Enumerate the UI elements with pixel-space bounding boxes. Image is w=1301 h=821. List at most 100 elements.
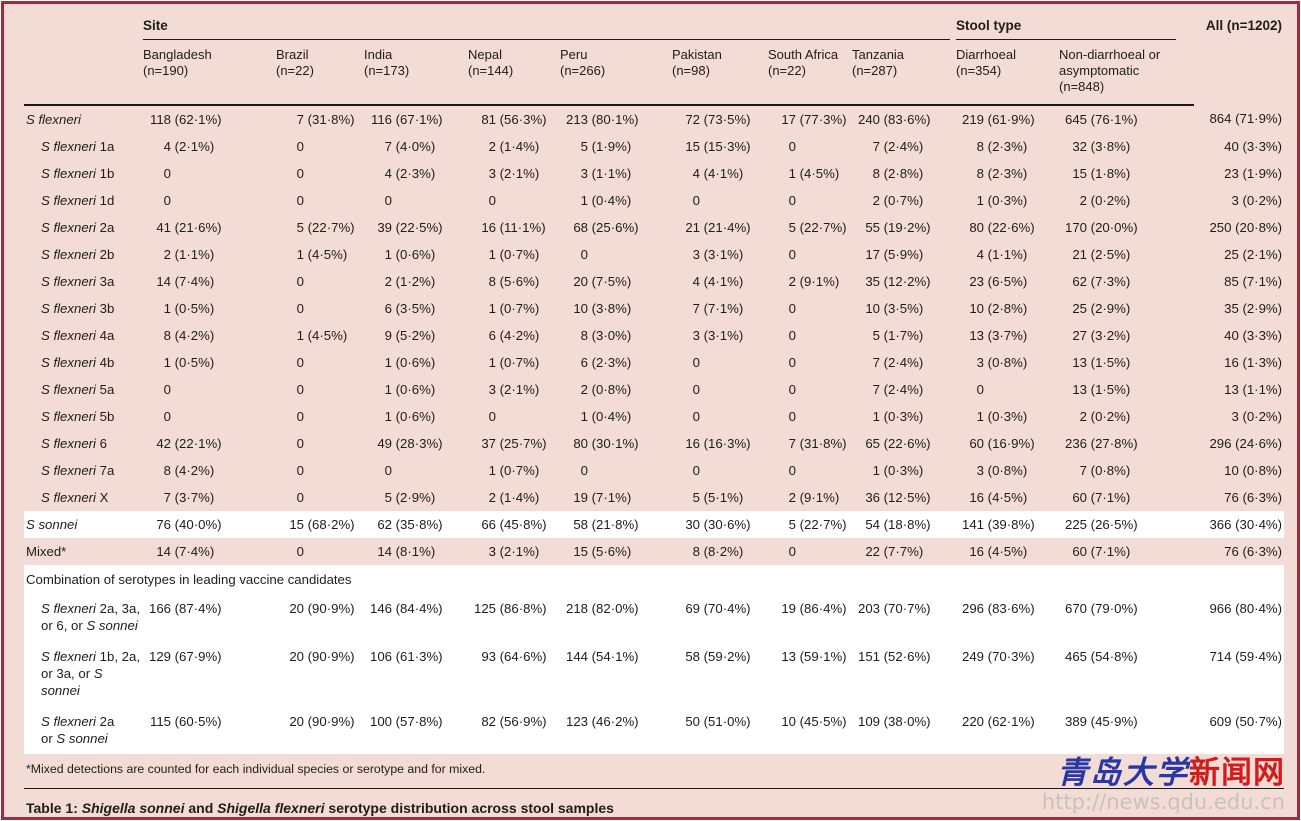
data-cell: 0	[296, 463, 304, 478]
data-cell: 4 (4·1%)	[692, 274, 744, 289]
data-cell: 240 (83·6%)	[857, 112, 931, 127]
data-cell: 4 (4·1%)	[692, 166, 744, 181]
serotype-table: Site Stool type All (n=1202) Bangladesh(…	[24, 14, 1285, 754]
data-cell: 7 (0·8%)	[1079, 463, 1131, 478]
data-cell: 13 (3·7%)	[969, 328, 1028, 343]
row-label: S flexneri 3a	[41, 274, 115, 289]
table-row: S flexneri 4b 1 (0·5%) 0 1 (0·6%) 1 (0·7%) 6 …	[24, 349, 1284, 376]
data-cell: 0	[788, 193, 796, 208]
data-cell: 80 (22·6%)	[969, 220, 1035, 235]
data-cell: 3 (0·8%)	[976, 355, 1028, 370]
column-header: South Africa (n=22)	[768, 40, 852, 106]
data-cell: 60 (7·1%)	[1072, 490, 1131, 505]
data-cell: 76 (6·3%)	[1224, 490, 1283, 505]
data-cell: 123 (46·2%)	[565, 714, 639, 729]
data-cell: 13 (1·1%)	[1224, 382, 1283, 397]
column-header: Brazil (n=22)	[276, 40, 364, 106]
row-label: S flexneri 1b	[41, 166, 115, 181]
data-cell: 0	[692, 463, 700, 478]
data-cell: 0	[296, 355, 304, 370]
data-cell: 76 (40·0%)	[156, 517, 222, 532]
table-row: S flexneri 3a 14 (7·4%) 0 2 (1·2%) 8 (5·6%) 2…	[24, 268, 1284, 295]
data-cell: 35 (2·9%)	[1224, 301, 1283, 316]
data-cell: 16 (4·5%)	[969, 544, 1028, 559]
data-cell: 13 (1·5%)	[1072, 355, 1131, 370]
data-cell: 93 (64·6%)	[481, 649, 547, 664]
data-cell: 10 (2·8%)	[969, 301, 1028, 316]
table-row: S flexneri X 7 (3·7%) 0 5 (2·9%) 2 (1·4%) 19 …	[24, 484, 1284, 511]
data-cell: 10 (0·8%)	[1224, 463, 1283, 478]
data-cell: 1 (0·3%)	[976, 409, 1028, 424]
data-cell: 0	[296, 490, 304, 505]
data-cell: 220 (62·1%)	[962, 714, 1035, 729]
data-cell: 0	[788, 301, 796, 316]
data-cell: 42 (22·1%)	[156, 436, 222, 451]
table-row: S flexneri 1d 0 0 0 0 1 (0·4%) 0 0 2 (0·7%) 1 (0·…	[24, 187, 1284, 214]
column-header: Pakistan (n=98)	[672, 40, 768, 106]
data-cell: 203 (70·7%)	[857, 601, 931, 616]
table-row: S flexneri 2a, 3a, or 6, or S sonnei 166 (…	[24, 593, 1285, 641]
data-cell: 249 (70·3%)	[962, 649, 1035, 664]
data-cell: 13 (1·5%)	[1072, 382, 1131, 397]
data-cell: 15 (68·2%)	[289, 517, 355, 532]
data-cell: 8 (2·8%)	[872, 166, 924, 181]
data-cell: 19 (7·1%)	[573, 490, 632, 505]
data-cell: 0	[692, 193, 700, 208]
table-row: S flexneri 118 (62·1%) 7 (31·8%) 116 (67·1%…	[24, 105, 1284, 133]
data-cell: 0	[296, 436, 304, 451]
data-cell: 6 (3·5%)	[384, 301, 436, 316]
data-cell: 40 (3·3%)	[1224, 139, 1283, 154]
data-cell: 54 (18·8%)	[865, 517, 931, 532]
data-cell: 14 (8·1%)	[377, 544, 436, 559]
data-cell: 2 (1·2%)	[384, 274, 436, 289]
data-cell: 4 (1·1%)	[976, 247, 1028, 262]
table-row: S flexneri 1b, 2a, or 3a, or S sonnei 129 …	[24, 641, 1285, 706]
data-cell: 82 (56·9%)	[481, 714, 547, 729]
data-cell: 76 (6·3%)	[1224, 544, 1283, 559]
stool-group-header: Stool type	[956, 14, 1194, 40]
data-cell: 250 (20·8%)	[1209, 220, 1283, 235]
data-cell: 1 (0·5%)	[163, 301, 215, 316]
column-header: Tanzania (n=287)	[852, 40, 957, 106]
data-cell: 81 (56·3%)	[481, 112, 547, 127]
data-cell: 16 (4·5%)	[969, 490, 1028, 505]
caption-divider	[24, 788, 1284, 789]
row-label: S flexneri 7a	[41, 463, 115, 478]
data-cell: 966 (80·4%)	[1209, 601, 1283, 616]
data-cell: 5 (5·1%)	[692, 490, 744, 505]
data-cell: 16 (11·1%)	[481, 220, 546, 235]
site-group-label: Site	[143, 18, 168, 33]
data-cell: 1 (0·4%)	[580, 409, 632, 424]
data-cell: 8 (2·3%)	[976, 139, 1028, 154]
data-cell: 32 (3·8%)	[1072, 139, 1131, 154]
data-cell: 109 (38·0%)	[857, 714, 931, 729]
data-cell: 0	[580, 463, 588, 478]
data-cell: 296 (83·6%)	[962, 601, 1035, 616]
data-cell: 0	[163, 193, 171, 208]
data-cell: 7 (7·1%)	[692, 301, 744, 316]
data-cell: 100 (57·8%)	[369, 714, 443, 729]
table-row: S flexneri 7a 8 (4·2%) 0 0 1 (0·7%) 0 0 0 1 (0·3…	[24, 457, 1284, 484]
data-cell: 19 (86·4%)	[781, 601, 847, 616]
table-row: S sonnei 76 (40·0%) 15 (68·2%) 62 (35·8%) 66…	[24, 511, 1285, 538]
row-label: S flexneri 2a, 3a, or 6, or S sonnei	[41, 601, 140, 633]
data-cell: 166 (87·4%)	[148, 601, 222, 616]
data-cell: 7 (31·8%)	[296, 112, 355, 127]
row-label-column-subheader	[24, 40, 143, 106]
data-cell: 645 (76·1%)	[1065, 112, 1138, 127]
data-cell: 0	[296, 193, 304, 208]
data-cell: 0	[976, 382, 985, 397]
data-cell: 1 (4·5%)	[788, 166, 840, 181]
table-row: S flexneri 3b 1 (0·5%) 0 6 (3·5%) 1 (0·7%) 10…	[24, 295, 1284, 322]
data-cell: 0	[788, 544, 796, 559]
table-row: S flexneri 1a 4 (2·1%) 0 7 (4·0%) 2 (1·4%) 5 …	[24, 133, 1284, 160]
data-cell: 3 (0·8%)	[976, 463, 1028, 478]
data-cell: 3 (0·2%)	[1231, 193, 1283, 208]
data-cell: 2 (9·1%)	[788, 490, 840, 505]
row-label: S flexneri	[26, 112, 81, 127]
data-cell: 1 (0·5%)	[163, 355, 215, 370]
data-cell: 69 (70·4%)	[685, 601, 751, 616]
data-cell: 1 (4·5%)	[296, 328, 348, 343]
data-cell: 1 (0·7%)	[488, 247, 540, 262]
data-cell: 609 (50·7%)	[1209, 714, 1283, 729]
